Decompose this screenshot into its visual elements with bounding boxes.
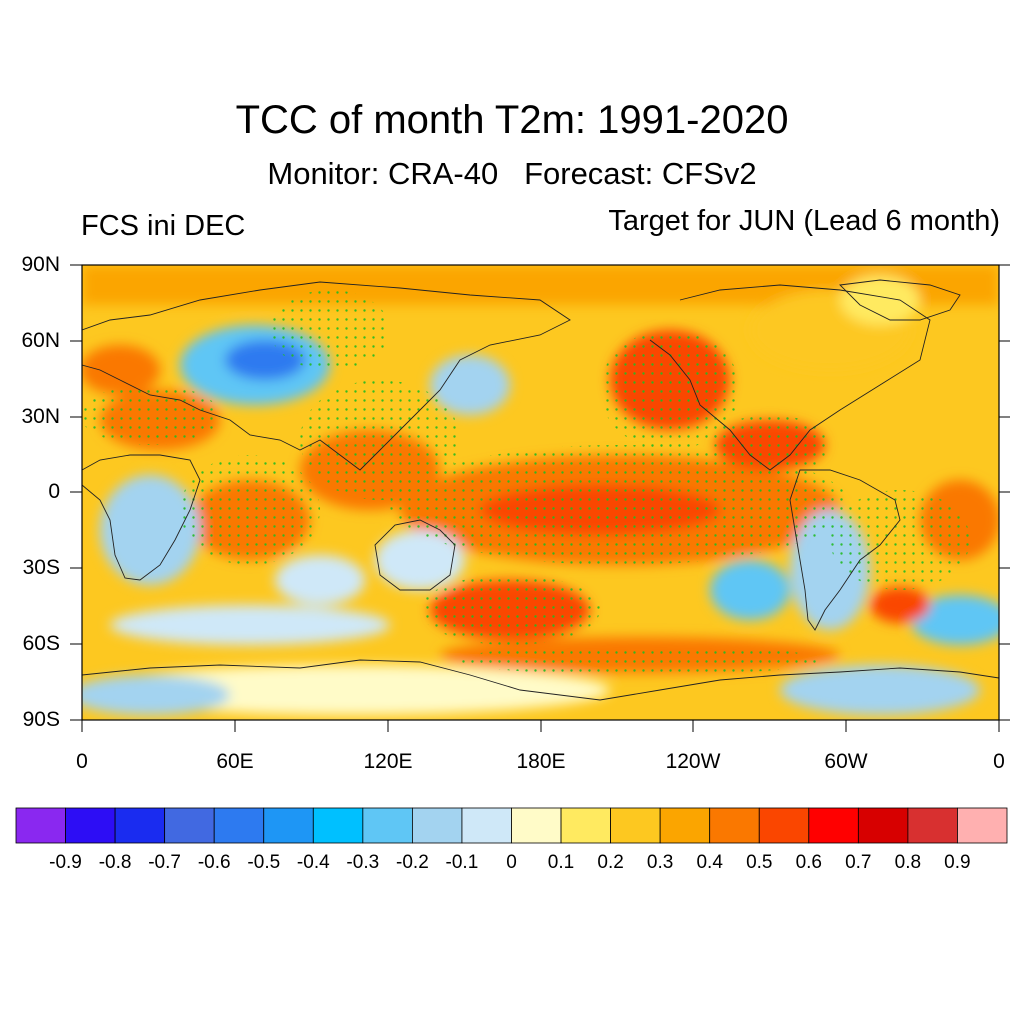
colorbar-swatch: [560, 807, 611, 844]
field-southern-indian: [110, 605, 390, 645]
significance-stipple: [82, 290, 970, 675]
colorbar-swatch: [857, 807, 909, 844]
lat-label-eq: 0: [48, 480, 60, 503]
colorbar-label: -0.5: [247, 852, 281, 873]
coast-australia: [374, 519, 456, 591]
colorbar-swatch: [709, 807, 760, 844]
colorbar-label: -0.4: [296, 852, 330, 873]
coast-africa: [82, 454, 201, 581]
lon-label-0: 0: [76, 750, 88, 773]
coast-greenland: [839, 279, 961, 321]
coastlines: [82, 279, 999, 701]
colorbar-label: 0.1: [547, 852, 575, 873]
field-africa-south: [100, 475, 200, 585]
field-antarctic-cool-east: [780, 665, 980, 715]
left-annotation: FCS ini DEC: [81, 210, 246, 242]
colorbar-swatch: [312, 807, 364, 844]
coast-north-america: [649, 284, 931, 471]
colorbar-swatch: [511, 807, 562, 844]
colorbar: [15, 807, 1008, 844]
field-south-atlantic-warm: [870, 587, 930, 623]
lat-label-30n: 30N: [21, 405, 60, 428]
chart-subtitle: Monitor: CRA-40 Forecast: CFSv2: [267, 156, 757, 191]
lat-label-90n: 90N: [21, 253, 60, 276]
colorbar-swatch: [263, 807, 314, 844]
colorbar-swatch: [213, 807, 265, 844]
field-se-pacific-cool: [710, 560, 790, 620]
coast-south-america: [789, 469, 901, 631]
colorbar-swatch: [164, 807, 215, 844]
coast-eurasia: [82, 281, 571, 471]
colorbar-label: -0.7: [148, 852, 181, 873]
right-annotation: Target for JUN (Lead 6 month): [608, 205, 1000, 237]
lat-label-60n: 60N: [21, 329, 60, 352]
colorbar-label: -0.2: [396, 852, 429, 873]
chart-title: TCC of month T2m: 1991-2020: [235, 98, 789, 142]
field-antarctic-cool: [82, 675, 230, 715]
colorbar-swatch: [114, 807, 166, 844]
colorbar-label: -0.1: [445, 852, 479, 873]
colorbar-swatch: [610, 807, 661, 844]
colorbar-label: 0: [506, 852, 517, 873]
field-nw-pacific: [430, 355, 510, 415]
colorbar-swatch: [907, 807, 958, 844]
field-greenland: [840, 275, 920, 325]
colorbar-swatch: [15, 807, 66, 844]
colorbar-label: 0.8: [894, 852, 922, 873]
colorbar-label: 0.6: [795, 852, 822, 873]
colorbar-swatch: [758, 807, 810, 844]
colorbar-swatch: [808, 807, 859, 844]
lon-label-120w: 120W: [665, 750, 721, 773]
colorbar-swatch: [659, 807, 711, 844]
lon-label-0-east: 0: [993, 750, 1005, 773]
colorbar-label: -0.8: [98, 852, 132, 873]
map-ticks: [70, 264, 1010, 732]
colorbar-swatch: [65, 807, 116, 844]
field-south-atlantic: [910, 595, 999, 645]
lon-label-60w: 60W: [824, 750, 868, 773]
lat-label-30s: 30S: [22, 556, 60, 579]
colorbar-swatch: [362, 807, 413, 844]
colorbar-label: 0.7: [845, 852, 872, 873]
colorbar-swatch: [461, 807, 512, 844]
field-australia: [375, 530, 465, 590]
colorbar-label: 0.2: [597, 852, 624, 873]
colorbar-label: 0.9: [944, 852, 971, 873]
colorbar-label: 0.5: [746, 852, 773, 873]
lat-label-60s: 60S: [22, 632, 60, 655]
lon-label-180e: 180E: [516, 750, 566, 773]
colorbar-label: -0.3: [346, 852, 380, 873]
field-south-indian-cool: [275, 555, 365, 605]
colorbar-label: 0.3: [646, 852, 674, 873]
lat-label-90s: 90S: [22, 708, 60, 731]
colorbar-swatch: [411, 807, 463, 844]
field-north-atlantic: [82, 345, 160, 395]
lon-label-60e: 60E: [216, 750, 254, 773]
colorbar-label: -0.6: [197, 852, 231, 873]
colorbar-swatch: [957, 807, 1008, 844]
colorbar-label: 0.4: [696, 852, 723, 873]
lon-label-120e: 120E: [363, 750, 413, 773]
coast-antarctica: [82, 659, 999, 701]
colorbar-label: -0.9: [49, 852, 82, 873]
